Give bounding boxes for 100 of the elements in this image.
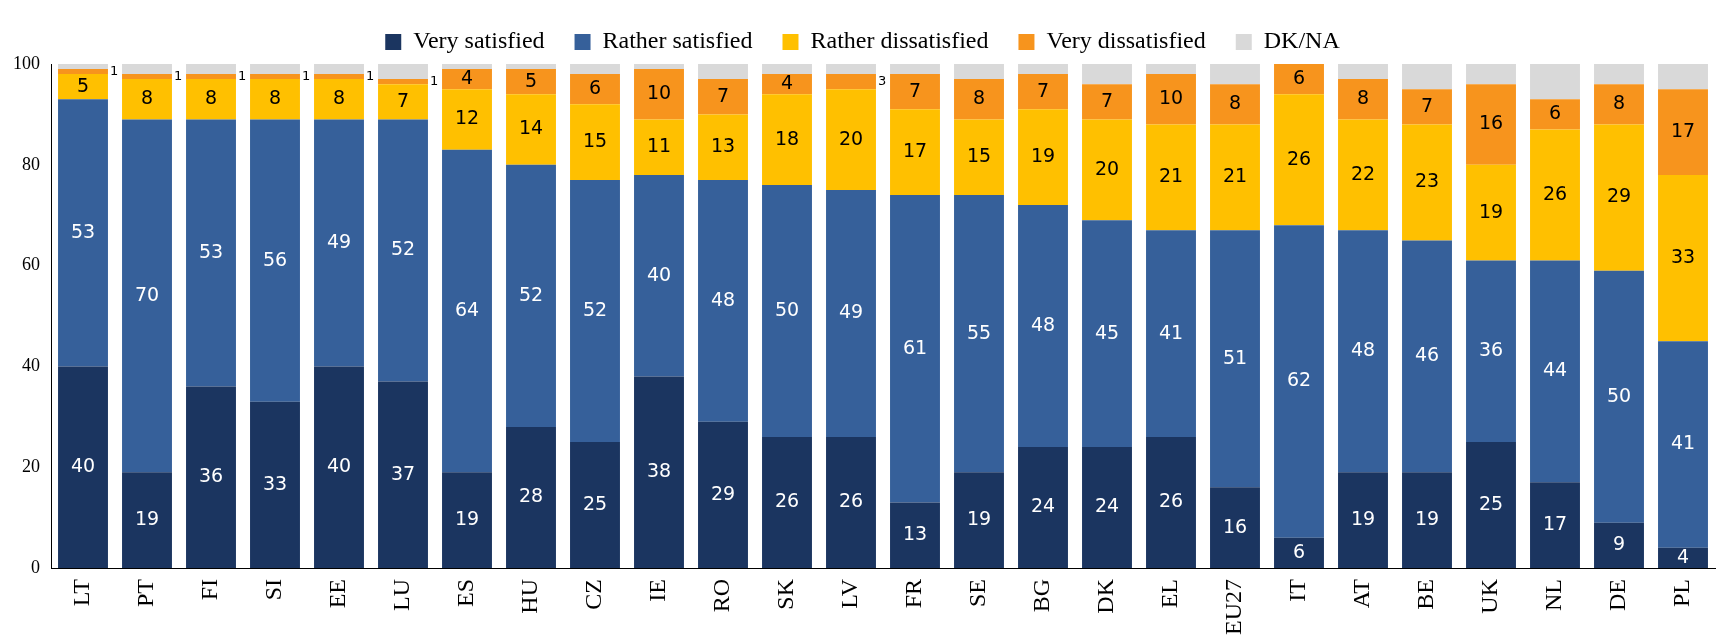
bar [1210,84,1260,125]
data-label: 40 [70,454,96,477]
data-label: 1 [365,67,375,83]
x-tick-label: UK [1476,578,1503,614]
data-label: 5 [76,73,90,96]
bar [1466,164,1516,261]
data-label: 19 [1414,507,1440,530]
bar [58,74,108,100]
data-label: 13 [902,522,928,545]
data-label: 8 [204,86,218,109]
bar [1466,64,1516,85]
bar [250,64,300,75]
bar [314,74,364,80]
bar [954,472,1004,569]
bar [570,74,620,105]
bar [506,64,556,70]
bar [58,99,108,367]
data-label: 7 [716,83,730,106]
x-tick-label: HU [516,579,543,614]
x-tick-label: EE [324,579,351,609]
data-label: 6 [1548,101,1562,124]
data-label: 1 [301,67,311,83]
data-label: 5 [524,68,538,91]
data-label: 48 [1350,338,1376,361]
data-label: 1 [109,62,119,78]
data-label: 13 [710,134,736,157]
data-label: 23 [1414,169,1440,192]
legend-label: Rather dissatisfied [810,27,989,54]
x-tick-label: DE [1604,579,1631,612]
bar [1402,240,1452,473]
data-label: 19 [134,507,160,530]
x-tick-label: LV [836,578,863,609]
x-tick-label: RO [708,579,735,613]
data-label: 7 [908,78,922,101]
bar [1466,442,1516,569]
data-label: 1 [429,73,439,89]
data-label: 8 [1356,86,1370,109]
data-label: 40 [646,262,672,285]
x-tick-label: EU27 [1220,579,1247,636]
bar [1274,537,1324,569]
data-label: 50 [1606,383,1632,406]
data-label: 51 [1222,345,1248,368]
bar [762,94,812,185]
y-tick-label: 20 [22,455,40,476]
bar [314,64,364,75]
data-label: 48 [1030,313,1056,336]
bar [890,64,940,75]
data-label: 70 [134,282,160,305]
bar [1594,64,1644,85]
data-label: 26 [1158,489,1184,512]
data-label: 26 [1286,146,1312,169]
bar [890,502,940,569]
bar [826,64,876,75]
bar [1082,119,1132,221]
data-label: 4 [1676,544,1690,567]
bar [1338,79,1388,120]
x-tick-label: PT [132,578,159,608]
x-tick-label: BE [1412,579,1439,610]
data-label: 15 [582,129,608,152]
bar [1530,64,1580,100]
data-label: 16 [1222,514,1248,537]
data-label: 14 [518,116,544,139]
data-label: 61 [902,335,928,358]
bar [442,472,492,569]
bar [890,195,940,503]
data-label: 19 [1350,507,1376,530]
data-label: 8 [972,86,986,109]
bar [1338,64,1388,80]
data-label: 33 [1670,244,1696,267]
bar [1018,74,1068,110]
bar [1530,482,1580,569]
bar [378,84,428,120]
bar [186,386,236,569]
data-label: 21 [1222,164,1248,187]
bar [442,64,492,70]
bar [186,79,236,120]
bar [58,366,108,569]
x-tick-label: SE [964,579,991,608]
x-tick-label: CZ [580,579,607,610]
x-tick-label: SK [772,578,799,610]
data-label: 19 [1030,144,1056,167]
data-label: 17 [1542,512,1568,535]
bar [378,119,428,382]
data-label: 9 [1612,532,1626,555]
data-label: 49 [838,300,864,323]
data-label: 19 [1478,199,1504,222]
data-label: 25 [582,491,608,514]
y-tick-label: 40 [22,355,40,376]
x-tick-label: FR [900,579,927,609]
bar [250,119,300,402]
bar [1082,220,1132,448]
bar [1082,84,1132,120]
bar [442,149,492,473]
bar [1018,109,1068,206]
bar [250,79,300,120]
bar [1146,64,1196,75]
data-label: 22 [1350,161,1376,184]
bar [1210,230,1260,488]
bar [570,179,620,443]
bar [314,119,364,367]
